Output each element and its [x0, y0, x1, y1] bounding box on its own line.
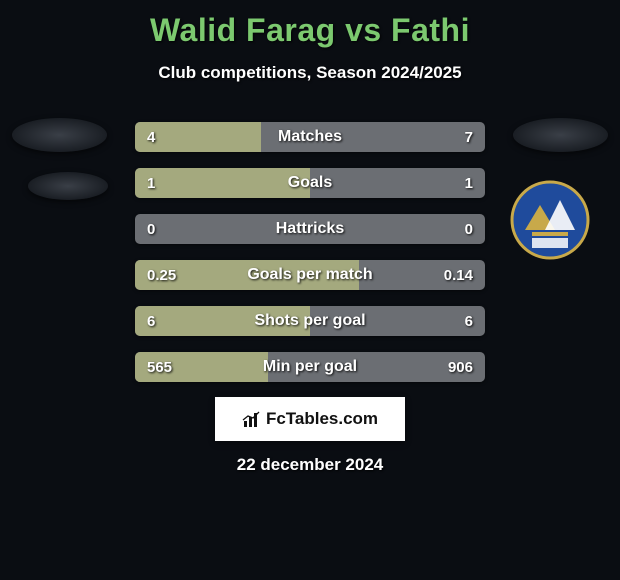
- comparison-infographic: Walid Farag vs Fathi Club competitions, …: [0, 0, 620, 580]
- stat-row: 0.25Goals per match0.14: [135, 260, 485, 290]
- player-badge-right: [513, 118, 608, 152]
- stat-label: Matches: [135, 122, 485, 152]
- subtitle: Club competitions, Season 2024/2025: [0, 63, 620, 83]
- stat-row: 4Matches7: [135, 122, 485, 152]
- stat-row: 0Hattricks0: [135, 214, 485, 244]
- stat-label: Min per goal: [135, 352, 485, 382]
- player-badge-left-2: [28, 172, 108, 200]
- stat-value-right: 7: [465, 122, 473, 152]
- date-label: 22 december 2024: [237, 455, 384, 475]
- stat-row: 6Shots per goal6: [135, 306, 485, 336]
- page-title: Walid Farag vs Fathi: [0, 0, 620, 49]
- stat-label: Shots per goal: [135, 306, 485, 336]
- stat-row: 1Goals1: [135, 168, 485, 198]
- branding-badge[interactable]: FcTables.com: [215, 397, 405, 441]
- branding-text: FcTables.com: [266, 409, 378, 429]
- chart-icon: [242, 411, 262, 427]
- pyramids-crest-icon: [510, 180, 590, 260]
- stat-label: Goals: [135, 168, 485, 198]
- stat-label: Goals per match: [135, 260, 485, 290]
- player-badge-left-1: [12, 118, 107, 152]
- club-crest: [510, 180, 590, 260]
- stat-value-right: 0.14: [444, 260, 473, 290]
- stat-value-right: 1: [465, 168, 473, 198]
- stat-value-right: 0: [465, 214, 473, 244]
- stat-value-right: 6: [465, 306, 473, 336]
- stat-label: Hattricks: [135, 214, 485, 244]
- stats-bars: 4Matches7 1Goals1 0Hattricks0 0.25Goals per…: [135, 122, 485, 398]
- stat-row: 565Min per goal906: [135, 352, 485, 382]
- stat-value-right: 906: [448, 352, 473, 382]
